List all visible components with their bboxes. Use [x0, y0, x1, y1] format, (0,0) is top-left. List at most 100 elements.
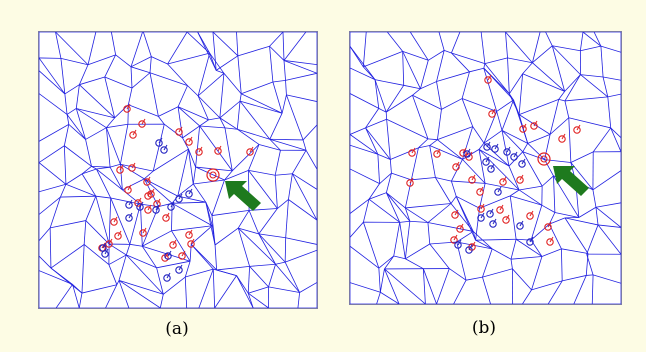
circle-marker	[519, 125, 527, 133]
circle-marker	[175, 266, 183, 274]
circle-marker	[185, 138, 193, 146]
marker-tick	[513, 151, 518, 158]
marker-tick	[489, 208, 494, 215]
marker-tick	[137, 197, 142, 204]
marker-tick	[487, 74, 492, 81]
circle-marker	[144, 206, 152, 214]
red-markers-b	[406, 74, 581, 251]
circle-marker	[546, 238, 554, 246]
marker-tick	[132, 129, 137, 136]
circle-marker	[169, 241, 177, 249]
circle-marker	[530, 122, 538, 130]
circle-marker	[134, 199, 142, 207]
circle-marker	[450, 236, 458, 244]
circle-marker	[114, 232, 122, 240]
circle-marker	[510, 153, 518, 161]
circle-marker	[573, 126, 581, 134]
marker-tick	[519, 174, 524, 181]
blue-markers-a	[99, 137, 193, 282]
circle-marker	[116, 166, 124, 174]
marker-tick	[457, 239, 462, 246]
circle-marker	[486, 210, 494, 218]
circle-marker	[503, 148, 511, 156]
marker-tick	[471, 241, 476, 248]
circle-marker	[164, 252, 172, 260]
marker-tick	[466, 148, 471, 155]
circle-marker	[152, 206, 160, 214]
marker-tick	[156, 198, 161, 205]
mesh-plot-b	[350, 32, 621, 304]
circle-marker	[139, 229, 147, 237]
marker-tick	[128, 212, 133, 219]
circle-marker	[195, 148, 203, 156]
marker-tick	[521, 158, 526, 165]
marker-tick	[547, 221, 552, 228]
marker-tick	[459, 223, 464, 230]
circle-marker	[185, 190, 193, 198]
mesh-plot-a	[39, 32, 317, 308]
marker-tick	[455, 161, 460, 168]
circle-marker	[143, 178, 151, 186]
marker-tick	[172, 239, 177, 246]
marker-tick	[178, 264, 183, 271]
circle-marker	[477, 205, 485, 213]
marker-tick	[409, 177, 414, 184]
circle-marker	[496, 206, 504, 214]
marker-tick	[533, 120, 538, 127]
marker-tick	[163, 144, 168, 151]
marker-tick	[108, 238, 113, 245]
marker-tick	[126, 103, 131, 110]
circle-marker	[125, 201, 133, 209]
marker-tick	[155, 204, 160, 211]
marker-tick	[561, 133, 566, 140]
circle-marker	[499, 178, 507, 186]
circle-marker	[463, 150, 471, 158]
panel-a	[38, 31, 318, 309]
marker-tick	[522, 123, 527, 130]
circle-marker	[487, 165, 495, 173]
circle-marker	[459, 149, 467, 157]
marker-tick	[506, 146, 511, 153]
marker-tick	[113, 216, 118, 223]
circle-marker	[406, 179, 414, 187]
marker-tick	[141, 118, 146, 125]
circle-marker	[123, 105, 131, 113]
marker-tick	[147, 190, 152, 197]
marker-tick	[479, 186, 484, 193]
target-marker	[206, 168, 220, 182]
marker-tick	[485, 156, 490, 163]
marker-tick	[167, 250, 172, 257]
circle-marker	[124, 186, 132, 194]
marker-tick	[468, 244, 473, 251]
marker-tick	[491, 108, 496, 115]
marker-tick	[188, 136, 193, 143]
circle-marker	[246, 148, 254, 156]
marker-tick	[519, 220, 524, 227]
marker-tick	[131, 162, 136, 169]
circle-marker	[477, 214, 485, 222]
marker-tick	[494, 143, 499, 150]
marker-tick	[150, 188, 155, 195]
circle-marker	[128, 164, 136, 172]
marker-tick	[497, 186, 502, 193]
marker-tick	[104, 248, 109, 255]
marker-tick	[139, 201, 144, 208]
marker-tick	[128, 199, 133, 206]
marker-tick	[462, 147, 467, 154]
marker-tick	[502, 176, 507, 183]
circle-marker	[175, 128, 183, 136]
marker-tick	[549, 236, 554, 243]
marker-tick	[529, 236, 534, 243]
circle-marker	[516, 176, 524, 184]
circle-marker	[433, 150, 441, 158]
marker-tick	[165, 212, 170, 219]
marker-tick	[480, 212, 485, 219]
marker-tick	[505, 214, 510, 221]
circle-marker	[129, 131, 137, 139]
caption-a: (a)	[165, 319, 189, 339]
marker-tick	[576, 124, 581, 131]
circle-marker	[483, 143, 491, 151]
marker-tick	[181, 250, 186, 257]
circle-marker	[187, 240, 195, 248]
circle-marker	[488, 110, 496, 118]
